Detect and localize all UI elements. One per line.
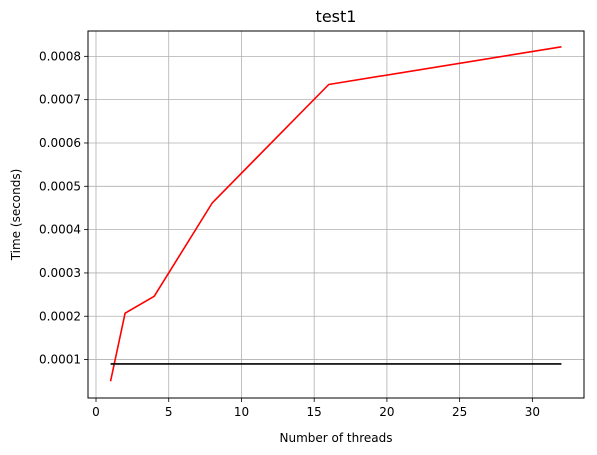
series-layer xyxy=(109,46,562,382)
x-tick-label: 30 xyxy=(525,405,540,419)
x-tick-label: 0 xyxy=(92,405,100,419)
x-tick-label: 10 xyxy=(234,405,249,419)
y-tick-label: 0.0007 xyxy=(39,93,81,107)
x-tick-label: 15 xyxy=(307,405,322,419)
y-tick-label: 0.0003 xyxy=(39,266,81,280)
y-axis-label: Time (seconds) xyxy=(9,169,23,262)
y-tick-label: 0.0004 xyxy=(39,223,81,237)
chart-title: test1 xyxy=(316,7,357,26)
y-tick-label: 0.0005 xyxy=(39,179,81,193)
series-line-1 xyxy=(109,46,562,382)
x-axis-label: Number of threads xyxy=(280,431,393,445)
grid xyxy=(88,31,584,398)
ticks: 0 5 10 15 20 25 30 0.0001 0.0002 0.0003 0.0004 0.00… xyxy=(39,49,540,419)
x-tick-label: 20 xyxy=(379,405,394,419)
y-tick-label: 0.0002 xyxy=(39,309,81,323)
x-tick-label: 5 xyxy=(165,405,173,419)
y-tick-label: 0.0008 xyxy=(39,49,81,63)
y-tick-label: 0.0006 xyxy=(39,136,81,150)
x-tick-label: 25 xyxy=(452,405,467,419)
y-tick-label: 0.0001 xyxy=(39,353,81,367)
plot-frame xyxy=(87,30,585,399)
